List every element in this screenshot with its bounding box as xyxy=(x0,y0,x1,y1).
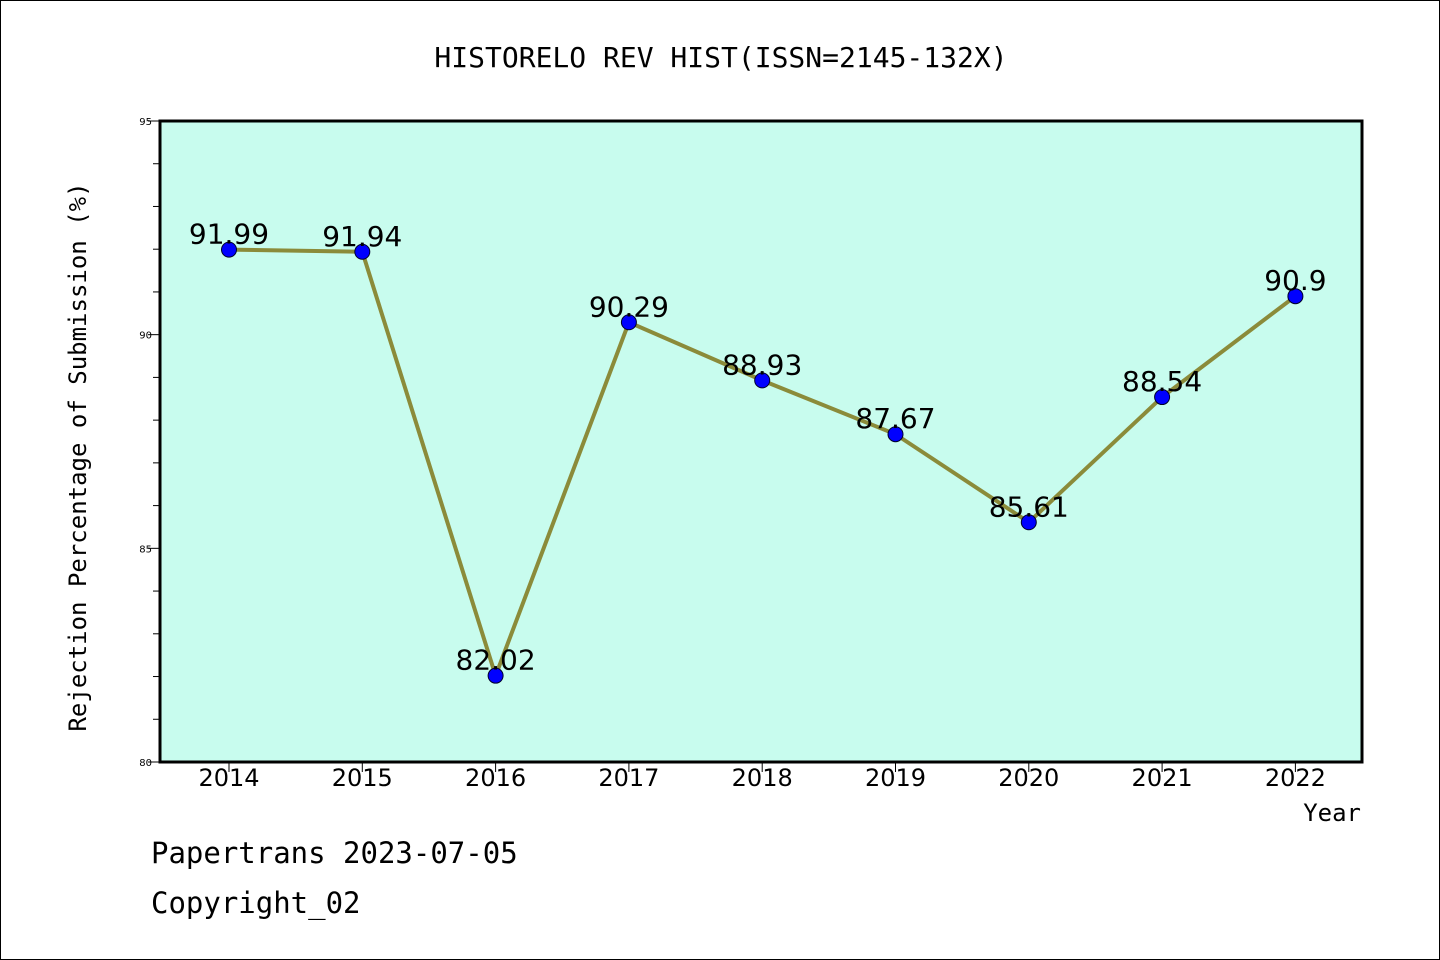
y-tick-label: 95 xyxy=(139,117,152,128)
footer-copyright: Copyright_02 xyxy=(151,886,361,920)
data-label: 88.93 xyxy=(722,348,802,381)
x-axis-ticks: 2014 2015 2016 2017 2018 2019 2020 2021 2022 xyxy=(198,762,1326,792)
data-point xyxy=(1020,514,1037,531)
data-point xyxy=(754,372,771,389)
x-tick-label: 2017 xyxy=(598,764,659,792)
data-point xyxy=(1154,389,1171,406)
data-point xyxy=(487,667,504,684)
data-label: 87.67 xyxy=(855,402,935,435)
y-tick-label: 80 xyxy=(139,758,152,769)
x-tick-label: 2019 xyxy=(865,764,926,792)
data-label: 88.54 xyxy=(1122,365,1202,398)
data-point xyxy=(221,241,237,258)
x-axis-label: Year xyxy=(1303,799,1361,827)
data-label: 91.94 xyxy=(322,220,402,253)
x-tick-label: 2022 xyxy=(1265,764,1326,792)
data-point xyxy=(1287,288,1304,305)
data-label: 90.29 xyxy=(589,290,669,323)
y-tick-label: 85 xyxy=(139,544,152,555)
data-label: 90.9 xyxy=(1264,264,1326,297)
chart-title: HISTORELO REV HIST(ISSN=2145-132X) xyxy=(434,41,1007,74)
data-point xyxy=(354,243,371,260)
y-tick-label: 90 xyxy=(139,331,152,342)
data-points xyxy=(221,241,1304,684)
plot-area xyxy=(158,119,1364,764)
y-axis-ticks: 80 85 90 95 xyxy=(139,117,160,769)
x-tick-label: 2018 xyxy=(732,764,793,792)
x-tick-label: 2015 xyxy=(332,764,393,792)
data-label: 91.99 xyxy=(189,218,269,251)
x-tick-label: 2014 xyxy=(198,764,259,792)
x-tick-label: 2016 xyxy=(465,764,526,792)
data-point xyxy=(620,314,637,331)
data-label: 85.61 xyxy=(989,490,1069,523)
data-labels: 91.99 91.94 82.02 90.29 88.93 87.67 85.61 88.54… xyxy=(189,218,1327,677)
x-tick-label: 2021 xyxy=(1132,764,1193,792)
footer-date: Papertrans 2023-07-05 xyxy=(151,836,518,870)
x-tick-label: 2020 xyxy=(998,764,1059,792)
data-point xyxy=(887,426,904,443)
y-axis-label: Rejection Percentage of Submission (%) xyxy=(64,182,92,731)
data-label: 82.02 xyxy=(456,644,536,677)
